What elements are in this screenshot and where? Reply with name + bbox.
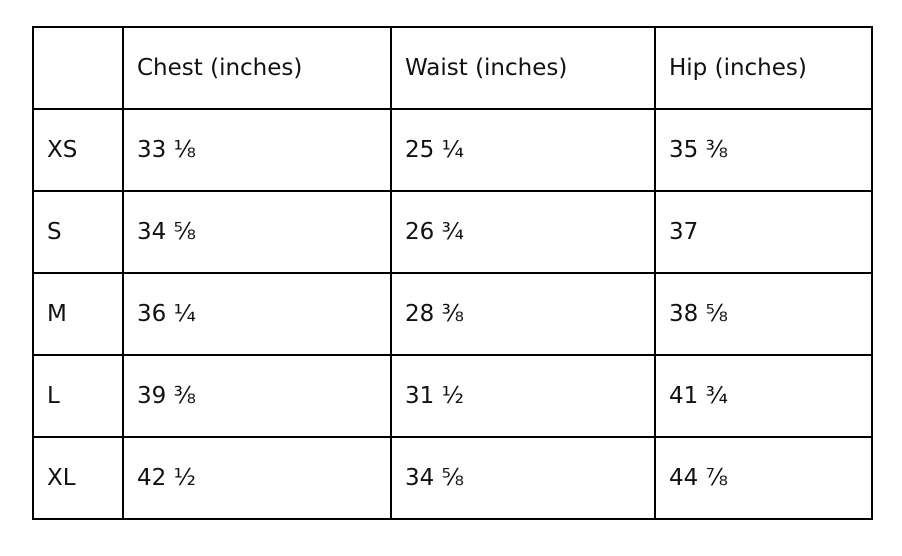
- header-cell: Waist (inches): [390, 26, 656, 110]
- measurement-cell: 28 ⅜: [390, 272, 656, 356]
- measurement-cell: 35 ⅜: [654, 108, 873, 192]
- measurement-cell: 41 ¾: [654, 354, 873, 438]
- measurement-cell: 44 ⅞: [654, 436, 873, 520]
- size-label: S: [32, 190, 124, 274]
- header-cell: Chest (inches): [122, 26, 392, 110]
- measurement-cell: 25 ¼: [390, 108, 656, 192]
- size-table: Chest (inches) Waist (inches) Hip (inches)…: [32, 26, 873, 520]
- size-label: M: [32, 272, 124, 356]
- measurement-cell: 33 ⅛: [122, 108, 392, 192]
- measurement-cell: 37: [654, 190, 873, 274]
- header-row: Chest (inches) Waist (inches) Hip (inches): [32, 26, 873, 110]
- size-row: XS 33 ⅛ 25 ¼ 35 ⅜: [32, 108, 873, 192]
- measurement-cell: 42 ½: [122, 436, 392, 520]
- size-row: XL 42 ½ 34 ⅝ 44 ⅞: [32, 436, 873, 520]
- size-row: S 34 ⅝ 26 ¾ 37: [32, 190, 873, 274]
- measurement-cell: 38 ⅝: [654, 272, 873, 356]
- measurement-cell: 31 ½: [390, 354, 656, 438]
- size-label: L: [32, 354, 124, 438]
- size-row: L 39 ⅜ 31 ½ 41 ¾: [32, 354, 873, 438]
- measurement-cell: 26 ¾: [390, 190, 656, 274]
- measurement-cell: 36 ¼: [122, 272, 392, 356]
- table-body: Chest (inches) Waist (inches) Hip (inches)…: [32, 26, 873, 520]
- measurement-cell: 39 ⅜: [122, 354, 392, 438]
- header-cell: Hip (inches): [654, 26, 873, 110]
- measurement-cell: 34 ⅝: [390, 436, 656, 520]
- size-label: XL: [32, 436, 124, 520]
- size-label: XS: [32, 108, 124, 192]
- corner-cell: [32, 26, 124, 110]
- size-row: M 36 ¼ 28 ⅜ 38 ⅝: [32, 272, 873, 356]
- measurement-cell: 34 ⅝: [122, 190, 392, 274]
